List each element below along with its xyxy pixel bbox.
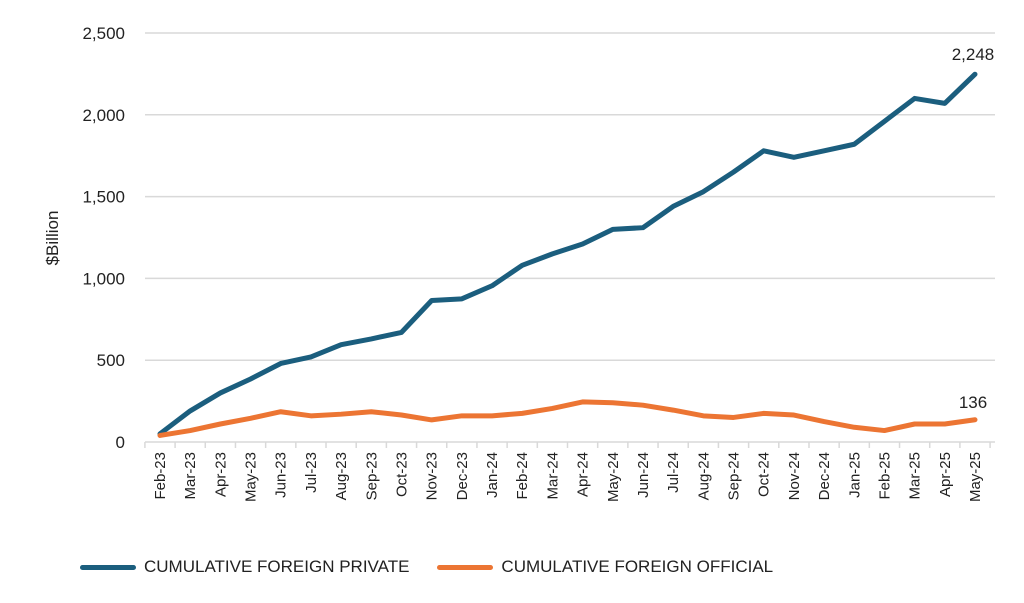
- y-tick-label: 1,500: [82, 188, 125, 207]
- y-axis-label: $Billion: [43, 211, 62, 266]
- legend-label-official: CUMULATIVE FOREIGN OFFICIAL: [501, 557, 774, 576]
- x-tick-label: Jun-23: [273, 452, 290, 498]
- legend-item-private: CUMULATIVE FOREIGN PRIVATE: [80, 557, 409, 577]
- x-tick-label: Apr-25: [937, 452, 954, 497]
- x-tick-label: May-24: [605, 452, 622, 502]
- x-tick-label: Jul-24: [665, 452, 682, 493]
- legend-label-private: CUMULATIVE FOREIGN PRIVATE: [144, 557, 410, 576]
- x-tick-label: Aug-23: [333, 452, 350, 500]
- legend: CUMULATIVE FOREIGN PRIVATE CUMULATIVE FO…: [80, 557, 773, 577]
- x-tick-label: Jun-24: [635, 452, 652, 498]
- y-tick-label: 1,000: [82, 269, 125, 288]
- x-tick-label: Apr-24: [575, 452, 592, 497]
- x-tick-label: Feb-25: [876, 452, 893, 500]
- x-tick-label: Nov-23: [424, 452, 441, 500]
- series-line-private: [157, 71, 978, 437]
- x-tick-label: Nov-24: [786, 452, 803, 500]
- x-tick-label: Mar-23: [182, 452, 199, 500]
- end-value-label: 2,248: [952, 45, 995, 64]
- x-tick-label: May-25: [967, 452, 984, 502]
- x-tick-label: Oct-23: [393, 452, 410, 497]
- x-tick-label: Aug-24: [695, 452, 712, 500]
- x-tick-label: Feb-24: [514, 452, 531, 500]
- x-tick-label: Jul-23: [303, 452, 320, 493]
- legend-item-official: CUMULATIVE FOREIGN OFFICIAL: [437, 557, 773, 577]
- x-tick-label: Sep-24: [726, 452, 743, 500]
- x-tick-label: Dec-23: [454, 452, 471, 500]
- x-tick-label: Sep-23: [363, 452, 380, 500]
- y-tick-label: 2,500: [82, 24, 125, 43]
- legend-swatch-private: [80, 564, 136, 570]
- y-tick-label: 2,000: [82, 106, 125, 125]
- legend-swatch-official: [437, 564, 494, 570]
- end-value-label: 136: [959, 393, 987, 412]
- x-tick-label: Mar-25: [907, 452, 924, 500]
- x-tick-label: Oct-24: [756, 452, 773, 497]
- x-tick-label: Mar-24: [544, 452, 561, 500]
- x-tick-label: Jan-24: [484, 452, 501, 498]
- x-tick-label: Feb-23: [152, 452, 169, 500]
- series-line-official: [157, 399, 978, 438]
- x-tick-label: May-23: [243, 452, 260, 502]
- x-tick-label: Apr-23: [212, 452, 229, 497]
- x-tick-label: Dec-24: [816, 452, 833, 500]
- y-tick-label: 0: [116, 433, 125, 452]
- y-tick-label: 500: [97, 351, 125, 370]
- x-tick-label: Jan-25: [846, 452, 863, 498]
